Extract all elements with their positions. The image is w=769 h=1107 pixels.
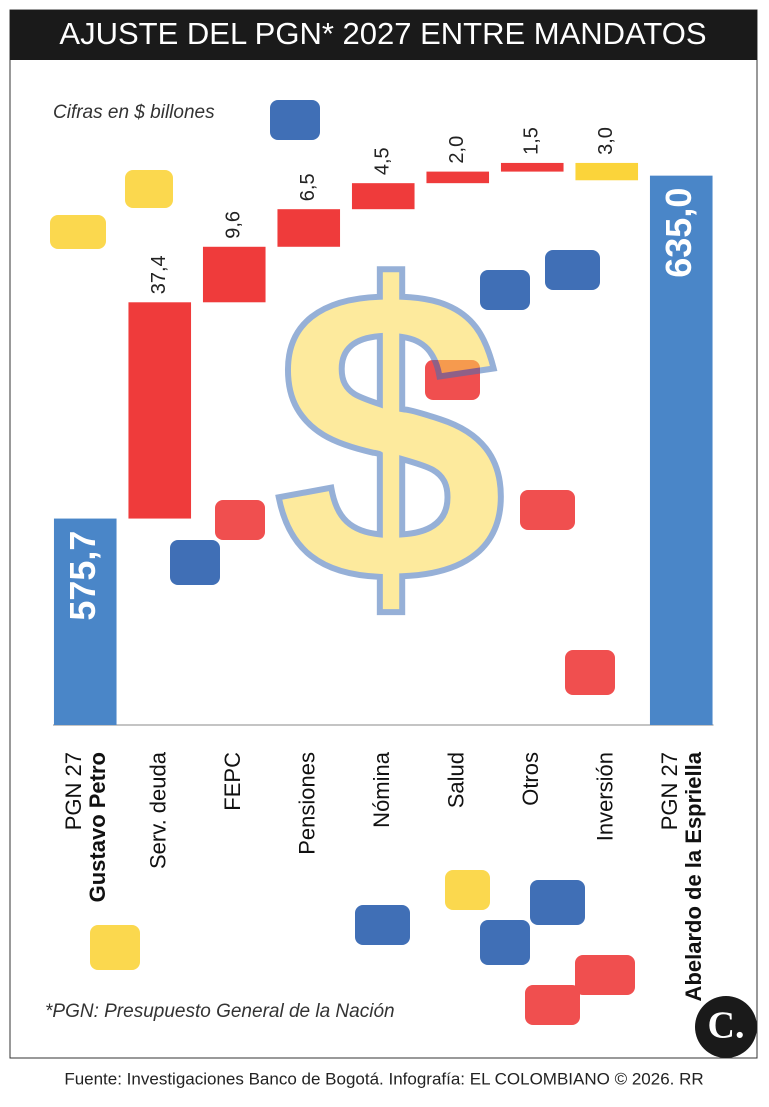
- bar: [277, 209, 341, 247]
- puzzle-piece: [215, 500, 265, 540]
- bar: [426, 171, 490, 184]
- value-label: 635,0: [658, 188, 699, 278]
- bar: [351, 183, 415, 210]
- puzzle-piece: [125, 170, 173, 208]
- puzzle-piece: [425, 360, 480, 400]
- bar: [649, 175, 713, 726]
- puzzle-piece: [445, 870, 490, 910]
- decoration: $: [50, 100, 635, 1025]
- value-label: 2,0: [446, 136, 468, 164]
- x-tick-label: Abelardo de la Espriella: [681, 751, 706, 1001]
- value-label: 4,5: [372, 147, 394, 175]
- chart-title: AJUSTE DEL PGN* 2027 ENTRE MANDATOS: [59, 16, 706, 51]
- value-label: 1,5: [521, 127, 543, 155]
- puzzle-piece: [270, 100, 320, 140]
- title-bar: [10, 10, 757, 60]
- x-tick-label: Gustavo Petro: [85, 752, 110, 902]
- logo-text: C.: [708, 1005, 745, 1047]
- puzzle-piece: [565, 650, 615, 695]
- logo: [695, 996, 757, 1058]
- value-label: 37,4: [148, 255, 170, 294]
- x-tick-label: PGN 27: [61, 752, 86, 830]
- x-tick-label: Inversión: [593, 752, 618, 841]
- x-tick-label: PGN 27: [657, 752, 682, 830]
- puzzle-piece: [50, 215, 106, 249]
- x-tick-label: FEPC: [220, 752, 245, 811]
- puzzle-piece: [170, 540, 220, 585]
- bar: [128, 302, 192, 519]
- value-label: 3,0: [595, 127, 617, 155]
- x-tick-label: Serv. deuda: [146, 751, 171, 869]
- dollar-sign: $: [273, 202, 507, 671]
- x-tick-label: Pensiones: [295, 752, 320, 855]
- x-tick-label: Salud: [444, 752, 469, 808]
- bar: [202, 246, 266, 303]
- puzzle-piece: [545, 250, 600, 290]
- bar: [53, 518, 117, 725]
- puzzle-piece: [480, 920, 530, 965]
- puzzle-piece: [525, 985, 580, 1025]
- bar: [575, 162, 639, 181]
- puzzle-piece: [520, 490, 575, 530]
- x-tick-label: Otros: [518, 752, 543, 806]
- puzzle-piece: [480, 270, 530, 310]
- bar: [500, 162, 564, 172]
- puzzle-piece: [90, 925, 140, 970]
- value-label: 9,6: [223, 211, 245, 239]
- puzzle-piece: [530, 880, 585, 925]
- value-label: 6,5: [297, 173, 319, 201]
- subtitle: Cifras en $ billones: [53, 102, 215, 123]
- puzzle-piece: [355, 905, 410, 945]
- value-label: 575,7: [62, 531, 103, 621]
- source: Fuente: Investigaciones Banco de Bogotá.…: [64, 1069, 703, 1088]
- puzzle-piece: [575, 955, 635, 995]
- footnote: *PGN: Presupuesto General de la Nación: [45, 1001, 395, 1022]
- x-tick-label: Nómina: [369, 751, 394, 828]
